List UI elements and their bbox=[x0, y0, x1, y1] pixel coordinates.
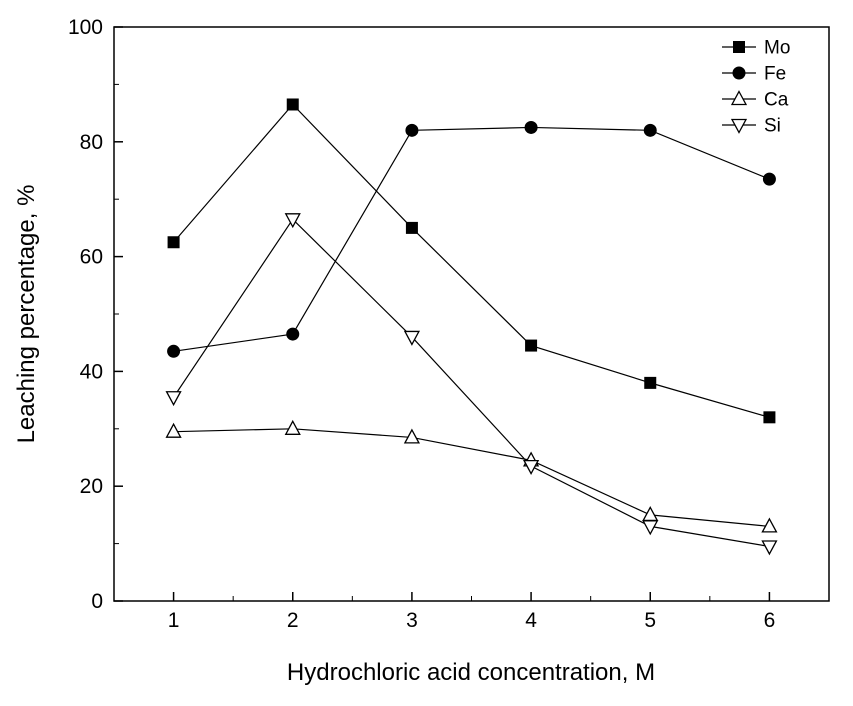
series-Mo-line bbox=[173, 103, 770, 418]
plot-frame bbox=[113, 26, 830, 602]
legend-marker-Ca bbox=[730, 90, 748, 106]
series-Fe-marker bbox=[762, 172, 776, 186]
legend-marker-Si bbox=[730, 118, 748, 134]
series-Si-marker bbox=[284, 213, 301, 229]
y-tick-label: 80 bbox=[80, 131, 103, 154]
legend-label-Si: Si bbox=[764, 116, 781, 137]
x-axis-label: Hydrochloric acid concentration, M bbox=[287, 659, 655, 686]
y-axis-label: Leaching percentage, % bbox=[13, 185, 40, 444]
series-Fe-marker bbox=[286, 327, 300, 341]
x-tick-label: 3 bbox=[406, 609, 418, 632]
series-Si-line bbox=[173, 218, 770, 548]
series-Mo-marker bbox=[405, 221, 418, 234]
x-tick-label: 4 bbox=[525, 609, 537, 632]
series-Si-marker bbox=[165, 391, 182, 407]
x-tick-label: 1 bbox=[168, 609, 180, 632]
series-Ca-marker bbox=[165, 422, 182, 438]
legend-label-Fe: Fe bbox=[764, 64, 786, 85]
y-tick-label: 20 bbox=[80, 475, 103, 498]
y-tick-label: 100 bbox=[68, 16, 103, 39]
series-Ca-marker bbox=[761, 517, 778, 533]
y-tick-label: 60 bbox=[80, 246, 103, 269]
legend-label-Mo: Mo bbox=[764, 38, 790, 59]
series-Fe-marker bbox=[643, 123, 657, 137]
series-Fe-line bbox=[173, 126, 770, 352]
series-Ca-marker bbox=[284, 419, 301, 435]
legend-marker-Fe bbox=[732, 66, 746, 80]
series-Ca-marker bbox=[642, 506, 659, 522]
series-Ca-marker bbox=[403, 428, 421, 444]
series-Mo-marker bbox=[286, 98, 299, 111]
series-Fe-marker bbox=[524, 120, 538, 134]
y-tick-label: 40 bbox=[80, 360, 103, 383]
y-tick-label: 0 bbox=[91, 590, 103, 613]
series-Si-marker bbox=[642, 520, 659, 536]
series-Mo-marker bbox=[167, 236, 180, 249]
series-Si-marker bbox=[761, 540, 778, 556]
legend-label-Ca: Ca bbox=[764, 90, 789, 111]
series-Fe-marker bbox=[167, 344, 181, 358]
series-Si-marker bbox=[522, 459, 540, 475]
series-Mo-marker bbox=[644, 376, 657, 389]
series-Mo-marker bbox=[763, 411, 776, 424]
series-Ca-line bbox=[173, 428, 770, 527]
series-Fe-marker bbox=[405, 123, 419, 137]
x-tick-label: 6 bbox=[764, 609, 776, 632]
x-tick-label: 5 bbox=[644, 609, 656, 632]
series-Si-marker bbox=[403, 330, 421, 346]
legend-marker-Mo bbox=[733, 41, 745, 53]
series-Mo-marker bbox=[525, 339, 538, 352]
x-tick-label: 2 bbox=[287, 609, 299, 632]
